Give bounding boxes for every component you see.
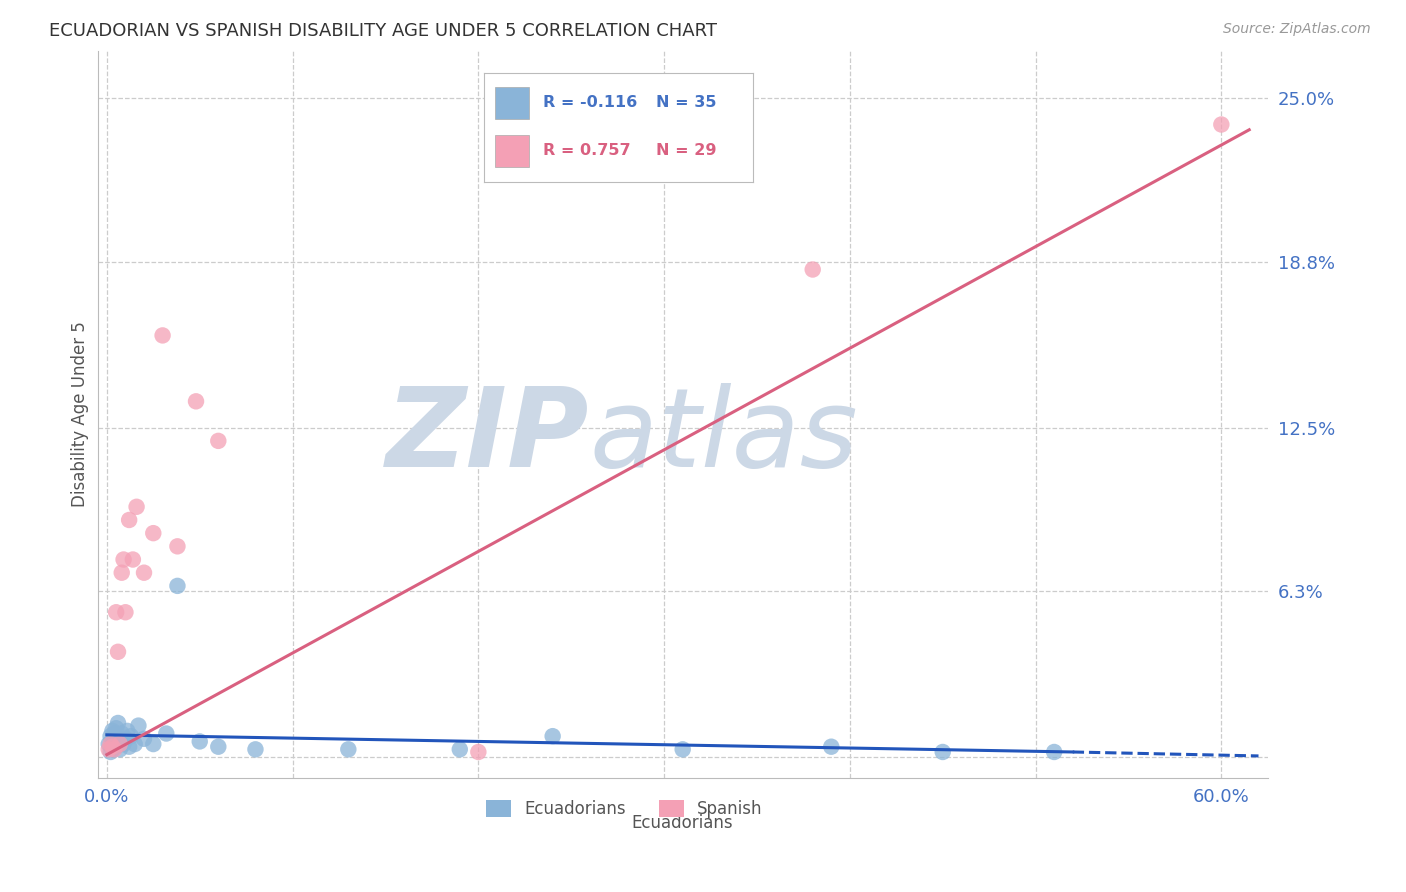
Point (155, 726, 177, 740)
Text: atlas: atlas (589, 383, 858, 490)
Point (101, 723, 124, 738)
Text: Source: ZipAtlas.com: Source: ZipAtlas.com (1223, 22, 1371, 37)
Point (111, 726, 134, 740)
Point (124, 737, 146, 751)
Point (107, 731, 129, 746)
Point (103, 726, 125, 740)
Point (111, 566, 134, 580)
Point (108, 737, 131, 751)
Point (105, 721, 128, 735)
Point (672, 742, 695, 756)
Point (100, 729, 122, 743)
Point (132, 566, 155, 580)
Legend: Ecuadorians, Spanish: Ecuadorians, Spanish (479, 793, 769, 824)
Point (112, 552, 135, 566)
Point (107, 716, 129, 731)
Text: ECUADORIAN VS SPANISH DISABILITY AGE UNDER 5 CORRELATION CHART: ECUADORIAN VS SPANISH DISABILITY AGE UND… (49, 22, 717, 40)
Point (820, 739, 842, 754)
Point (100, 737, 122, 751)
Point (142, 737, 165, 751)
Point (120, 729, 142, 743)
Point (108, 742, 131, 756)
Point (932, 745, 955, 759)
Point (103, 734, 125, 748)
Point (108, 734, 131, 748)
Point (166, 539, 188, 553)
Point (114, 605, 136, 619)
Point (188, 734, 211, 748)
Point (105, 605, 128, 619)
Y-axis label: Disability Age Under 5: Disability Age Under 5 (72, 322, 89, 508)
Point (207, 739, 229, 754)
Point (132, 731, 155, 746)
Point (142, 526, 165, 541)
Point (103, 742, 125, 756)
Point (125, 500, 148, 514)
Point (118, 739, 141, 754)
Point (1211, 118, 1233, 132)
Point (101, 739, 124, 754)
Point (100, 745, 122, 759)
Point (801, 262, 824, 277)
Point (245, 742, 267, 756)
Point (166, 579, 188, 593)
Point (449, 742, 471, 756)
Point (207, 434, 229, 448)
Point (105, 739, 128, 754)
Point (97, 742, 120, 756)
Point (101, 742, 124, 756)
Point (118, 513, 141, 527)
Point (117, 723, 139, 738)
Point (1043, 745, 1066, 759)
Point (97, 737, 120, 751)
Point (152, 328, 174, 343)
Point (121, 552, 143, 566)
Point (127, 718, 149, 732)
Point (107, 645, 129, 659)
Text: ZIP: ZIP (385, 383, 589, 490)
Point (541, 729, 564, 743)
Point (114, 731, 136, 746)
Point (184, 394, 207, 409)
Point (467, 745, 489, 759)
X-axis label: Ecuadorians: Ecuadorians (631, 814, 734, 832)
Point (112, 737, 135, 751)
Point (337, 742, 360, 756)
